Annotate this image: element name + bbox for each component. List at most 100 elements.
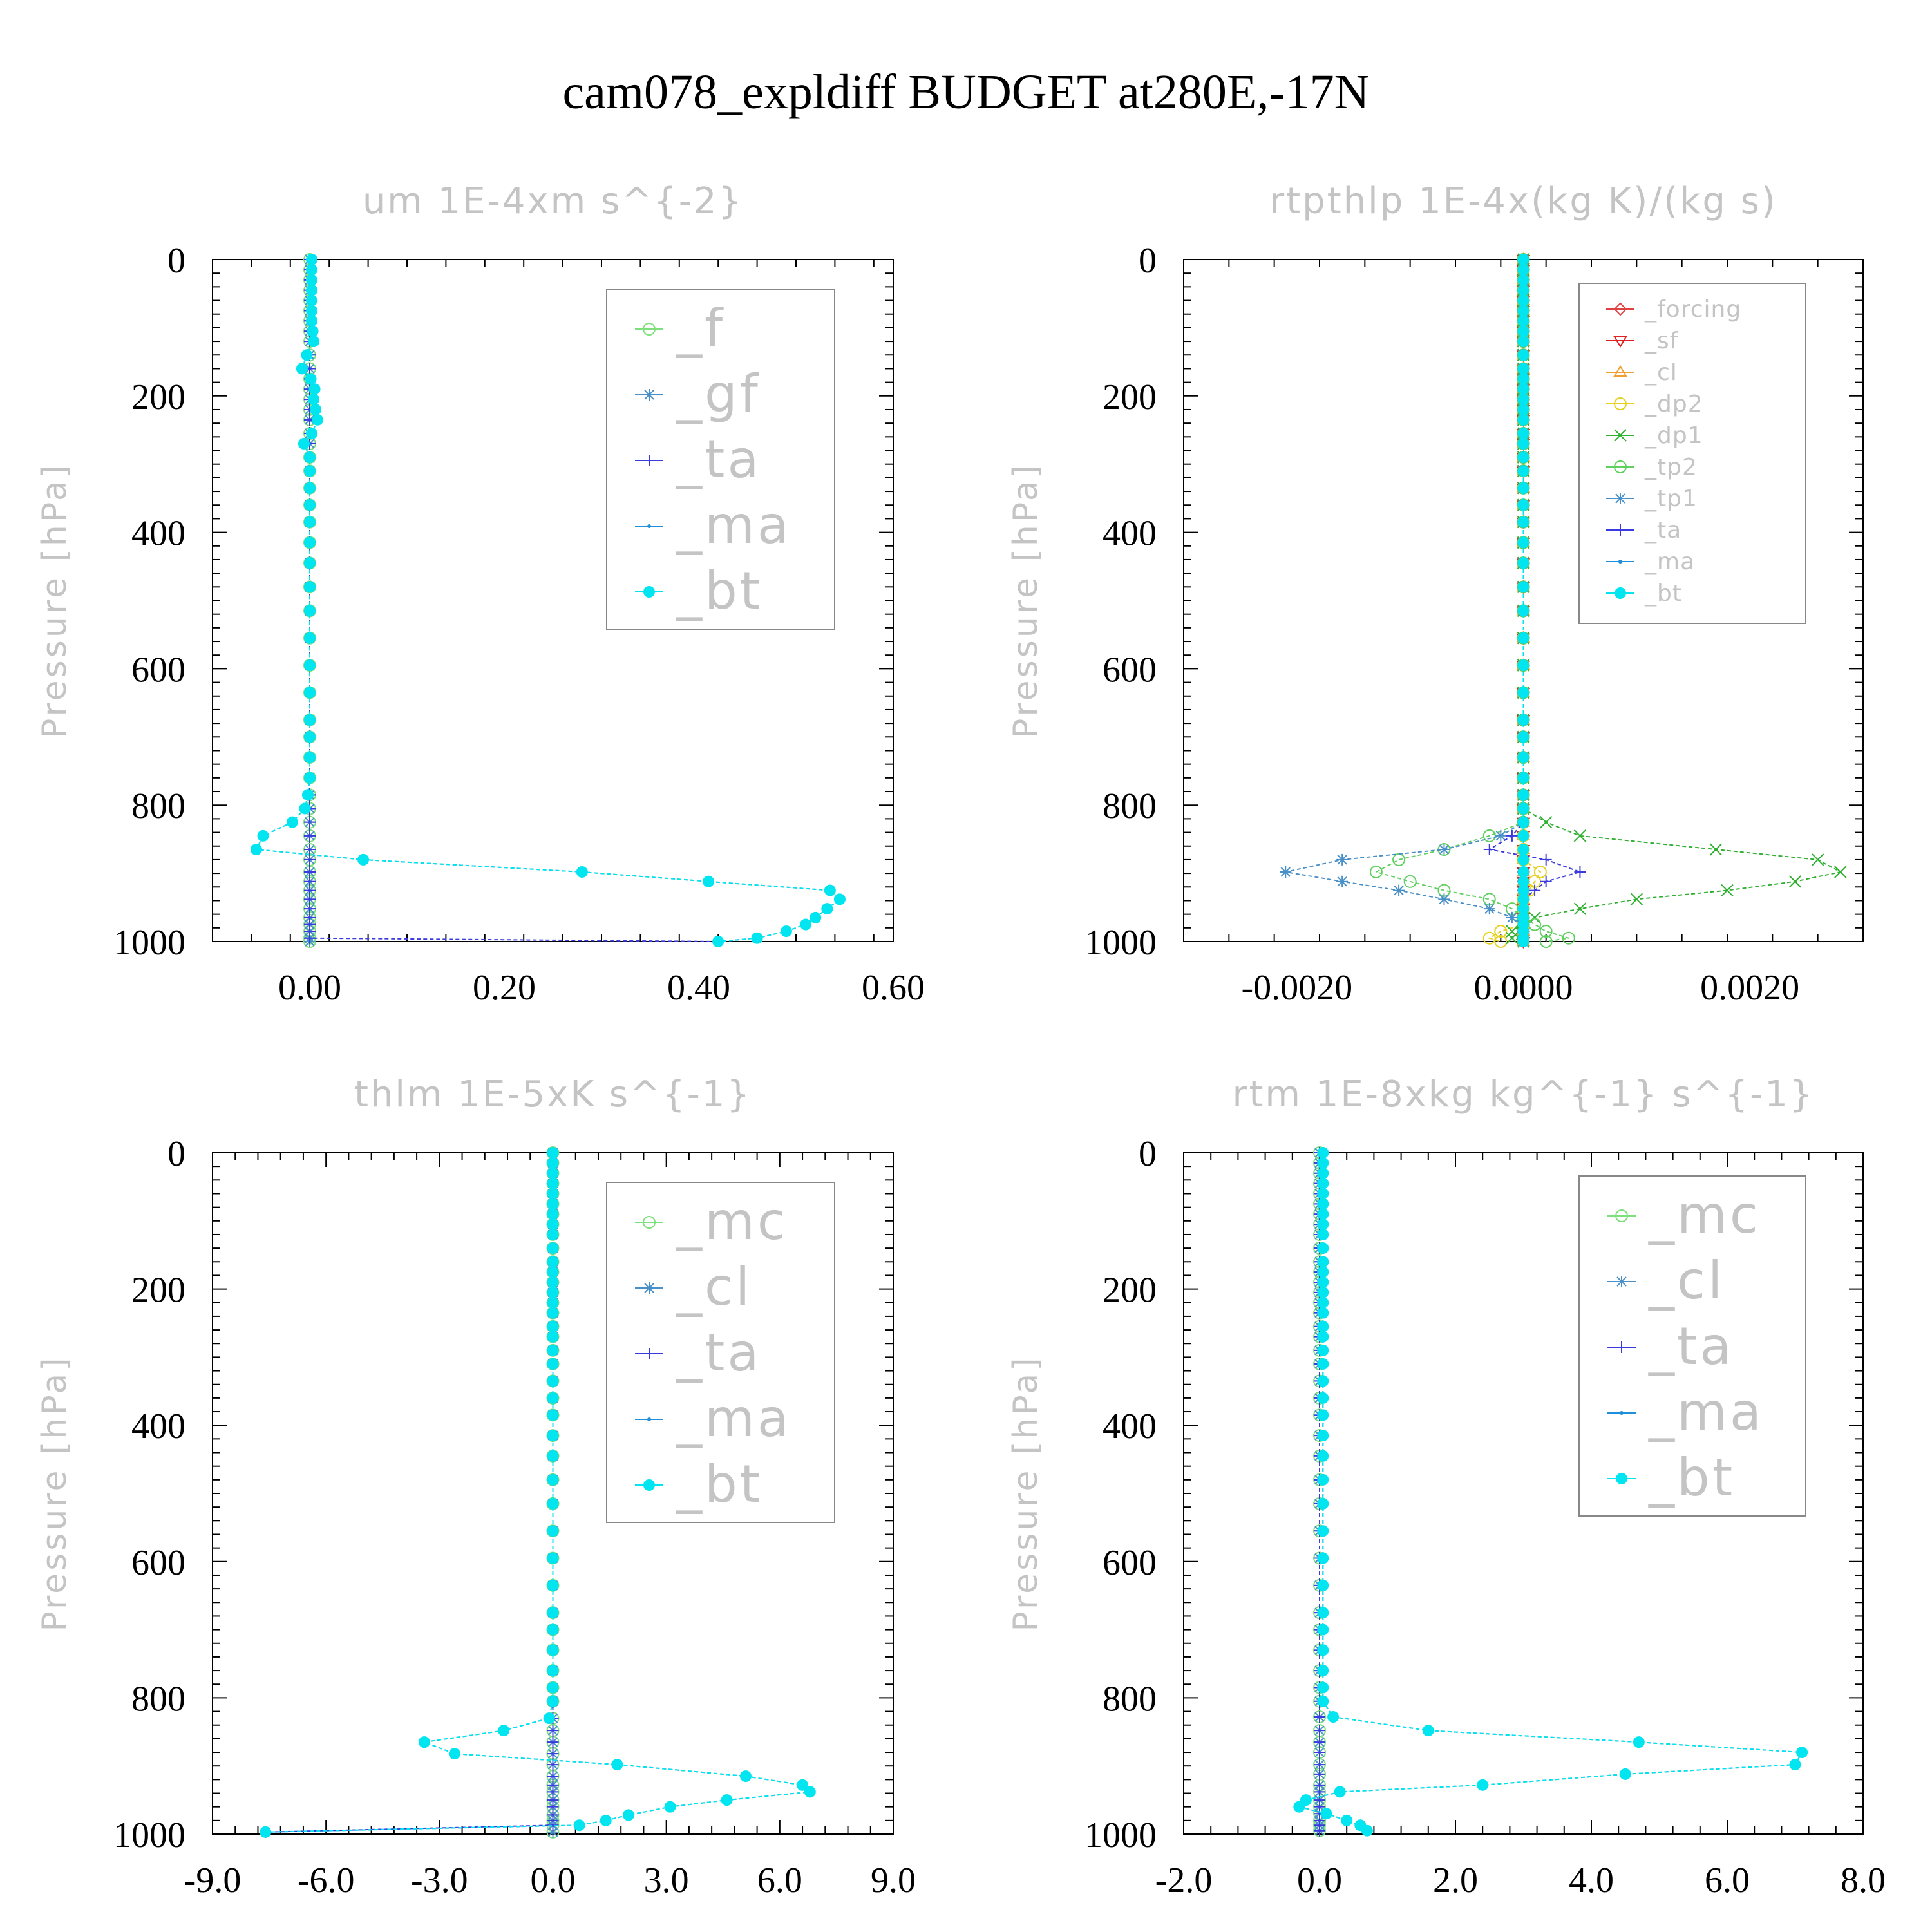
data-point-bt xyxy=(1517,413,1530,426)
data-point-bt xyxy=(1517,274,1530,286)
data-point-bt xyxy=(1477,1779,1489,1791)
data-point-bt xyxy=(547,1296,559,1309)
data-point-dp1 xyxy=(1721,884,1734,897)
data-point-bt xyxy=(547,1266,559,1278)
data-point-tp1 xyxy=(1438,844,1450,856)
legend-marker xyxy=(647,524,651,528)
legend-box xyxy=(1578,1175,1806,1517)
legend-marker xyxy=(643,1216,656,1229)
data-point-bt xyxy=(1789,1759,1801,1771)
data-point-bt xyxy=(547,1167,559,1179)
data-point-bt xyxy=(304,516,316,528)
data-point-bt xyxy=(547,1392,559,1404)
legend-label: _f xyxy=(676,298,725,358)
legend-label: _bt xyxy=(1644,580,1682,607)
legend-marker xyxy=(1618,560,1622,564)
data-point-tp1 xyxy=(1336,875,1349,887)
data-point-bt xyxy=(308,393,320,406)
data-point-bt xyxy=(250,844,262,856)
legend-label: _bt xyxy=(676,561,762,621)
series-group xyxy=(250,253,846,948)
data-point-ta xyxy=(547,1748,559,1760)
y-tick-label: 600 xyxy=(131,1543,185,1583)
data-point-bt xyxy=(304,772,316,784)
data-point-bt xyxy=(622,1809,634,1821)
data-point-bt xyxy=(547,1409,559,1421)
data-point-bt xyxy=(304,581,316,593)
legend-label: _ta xyxy=(676,430,761,489)
data-point-ta xyxy=(1314,1747,1325,1759)
data-point-bt xyxy=(1317,1147,1329,1159)
legend-marker xyxy=(1614,460,1627,473)
data-point-bt xyxy=(306,274,318,286)
data-point-bt xyxy=(1317,1157,1329,1169)
data-point-bt xyxy=(448,1748,460,1760)
data-point-bt xyxy=(1517,499,1530,511)
data-point-bt xyxy=(547,1307,559,1319)
data-point-bt xyxy=(1317,1307,1329,1319)
data-point-bt xyxy=(1517,294,1530,307)
legend-marker xyxy=(1614,397,1627,410)
panel-1: um 1E-4xm s^{-2} Pressure [hPa] 0 200 400 600… xyxy=(35,180,925,1008)
x-tick-label: 4.0 xyxy=(1569,1861,1614,1900)
figure-title: cam078_expldiff BUDGET at280E,-17N xyxy=(562,65,1369,119)
data-point-bt xyxy=(547,1198,559,1210)
data-point-bt xyxy=(304,731,316,743)
y-tick-label: 400 xyxy=(1103,514,1157,554)
x-tick-label: 0.0 xyxy=(1297,1861,1342,1900)
data-point-bt xyxy=(1317,1177,1329,1189)
data-point-dp1 xyxy=(1709,843,1723,856)
data-point-bt xyxy=(547,1286,559,1298)
data-point-bt xyxy=(1317,1681,1329,1694)
y-tick-label: 1000 xyxy=(1084,1815,1157,1855)
data-point-bt xyxy=(1317,1188,1329,1200)
data-point-bt xyxy=(304,499,316,511)
data-point-bt xyxy=(547,1344,559,1356)
data-point-bt xyxy=(304,687,316,699)
data-point-ta xyxy=(304,932,316,944)
legend-label: _ma xyxy=(676,495,791,555)
legend-marker xyxy=(1616,1341,1627,1353)
data-point-bt xyxy=(611,1759,623,1771)
data-point-bt xyxy=(1517,393,1530,406)
data-point-bt xyxy=(304,536,316,549)
data-point-bt xyxy=(1317,1525,1329,1537)
data-point-bt xyxy=(1517,254,1530,265)
data-point-bt xyxy=(576,866,588,878)
data-point-bt xyxy=(306,428,318,440)
data-point-bt xyxy=(547,1695,559,1707)
data-point-bt xyxy=(1517,325,1530,337)
data-point-bt xyxy=(547,1188,559,1200)
data-point-bt xyxy=(1517,884,1530,896)
legend-label: _cl xyxy=(676,1257,752,1317)
legend-marker xyxy=(1615,1209,1628,1222)
x-tick-label: 0.20 xyxy=(473,968,536,1008)
legend-marker xyxy=(1613,336,1627,348)
data-point-bt xyxy=(547,1607,559,1619)
data-point-bt xyxy=(547,1218,559,1231)
data-point-bt xyxy=(304,557,316,569)
legend-marker xyxy=(1616,1473,1627,1484)
data-point-tp1 xyxy=(1280,866,1292,878)
data-point-tp2 xyxy=(1403,875,1417,888)
data-point-bt xyxy=(600,1814,612,1826)
x-tick-label: 8.0 xyxy=(1841,1861,1886,1900)
data-point-bt xyxy=(1517,428,1530,440)
data-point-bt xyxy=(306,284,318,296)
y-tick-label: 1000 xyxy=(1084,923,1157,963)
data-point-bt xyxy=(821,903,833,915)
data-point-ta xyxy=(304,829,316,842)
data-point-bt xyxy=(306,263,318,276)
panel-title: rtm 1E-8xkg kg^{-1} s^{-1} xyxy=(1232,1074,1814,1115)
data-point-bt xyxy=(1517,605,1530,617)
data-point-bt xyxy=(1517,437,1530,450)
data-point-bt xyxy=(1317,1208,1329,1220)
data-point-bt xyxy=(1517,936,1530,947)
data-point-bt xyxy=(1317,1579,1329,1591)
series-group xyxy=(1293,1146,1808,1837)
data-point-bt xyxy=(1317,1430,1329,1442)
legend-marker xyxy=(643,1348,655,1359)
data-point-bt xyxy=(1517,284,1530,296)
data-point-cl xyxy=(547,1826,559,1838)
data-point-ta xyxy=(1314,1824,1325,1837)
